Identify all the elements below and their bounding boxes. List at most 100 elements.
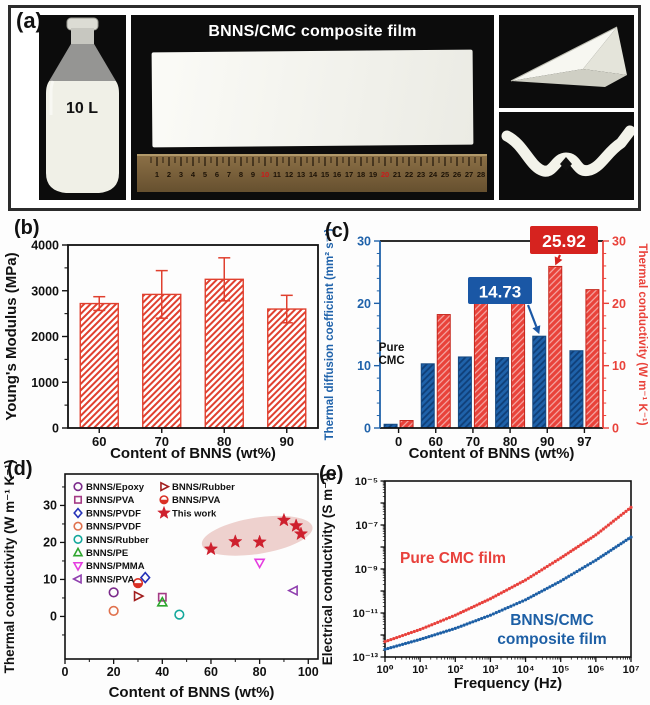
panel-e-chart: 10⁰ 10¹ 10² 10³ 10⁴ 10⁵ 10⁶ 10⁷ 10⁻¹³ 10⁻¹¹ 10⁻⁹ 10… bbox=[320, 473, 640, 692]
bar bbox=[267, 308, 307, 429]
svg-text:30: 30 bbox=[43, 498, 57, 512]
svg-text:Young's Modulus (MPa): Young's Modulus (MPa) bbox=[3, 252, 20, 420]
svg-text:80: 80 bbox=[503, 434, 517, 449]
legend: BNNS/Epoxy BNNS/PVA BNNS/PVDF BNNS/PVDF BNNS… bbox=[71, 481, 235, 585]
svg-text:10⁻⁵: 10⁻⁵ bbox=[355, 476, 378, 488]
svg-text:10⁰: 10⁰ bbox=[376, 664, 393, 676]
svg-text:10⁻⁹: 10⁻⁹ bbox=[355, 564, 378, 576]
film-caption: BNNS/CMC composite film bbox=[208, 23, 417, 40]
curve-bnns-cmc bbox=[383, 535, 633, 651]
plane-right-wing bbox=[583, 27, 627, 75]
svg-text:10: 10 bbox=[43, 572, 57, 586]
svg-text:Content of BNNS (wt%): Content of BNNS (wt%) bbox=[110, 445, 276, 462]
diffusion-bar bbox=[569, 350, 584, 429]
paper-plane-illustration bbox=[499, 15, 634, 108]
svg-text:10²: 10² bbox=[447, 664, 463, 676]
svg-text:27: 27 bbox=[465, 170, 473, 179]
svg-text:100: 100 bbox=[298, 665, 319, 679]
svg-text:14.73: 14.73 bbox=[479, 283, 522, 302]
bar bbox=[204, 278, 244, 429]
svg-text:BNNS/PVA: BNNS/PVA bbox=[86, 574, 135, 585]
svg-text:14: 14 bbox=[309, 170, 318, 179]
svg-text:Frequency (Hz): Frequency (Hz) bbox=[454, 675, 562, 692]
svg-text:9: 9 bbox=[251, 170, 255, 179]
svg-text:0: 0 bbox=[612, 422, 619, 436]
svg-text:3000: 3000 bbox=[31, 284, 59, 298]
svg-text:0: 0 bbox=[62, 665, 69, 679]
svg-text:BNNS/PMMA: BNNS/PMMA bbox=[86, 561, 145, 572]
axes: 0 0 10 10 20 20 30 30 0 60 70 80 90 97 bbox=[357, 235, 626, 450]
svg-text:5: 5 bbox=[203, 170, 207, 179]
svg-text:BNNS/PVDF: BNNS/PVDF bbox=[86, 522, 141, 533]
curve-pure-cmc bbox=[383, 505, 633, 644]
composite-film-sheet bbox=[151, 49, 474, 148]
svg-text:10⁻⁷: 10⁻⁷ bbox=[355, 520, 378, 532]
ruler-marks: 1 2 3 4 5 6 7 8 9 10 11 12 13 14 15 16 17 18 19 20 21 22 23 24 2… bbox=[150, 157, 485, 179]
svg-text:25.92: 25.92 bbox=[542, 231, 586, 251]
ruler: 1 2 3 4 5 6 7 8 9 10 11 12 13 14 15 16 17 18 19 20 21 22 23 24 2… bbox=[137, 154, 487, 192]
bottle-body bbox=[46, 44, 119, 193]
axes: 0 1000 2000 3000 4000 60 70 80 90 bbox=[31, 239, 319, 449]
svg-text:30: 30 bbox=[357, 235, 371, 249]
bottle-highlight bbox=[49, 80, 55, 115]
plane-underside bbox=[511, 69, 627, 87]
svg-text:10⁴: 10⁴ bbox=[517, 664, 535, 676]
svg-text:20: 20 bbox=[43, 535, 57, 549]
svg-text:Content of BNNS (wt%): Content of BNNS (wt%) bbox=[109, 684, 275, 701]
svg-text:Pure: Pure bbox=[379, 342, 405, 354]
panel-b-label: (b) bbox=[14, 217, 40, 239]
svg-text:10: 10 bbox=[261, 170, 269, 179]
svg-text:20: 20 bbox=[107, 665, 121, 679]
svg-text:BNNS/PVA: BNNS/PVA bbox=[172, 495, 221, 506]
svg-text:20: 20 bbox=[381, 170, 389, 179]
knotted-film-photo bbox=[499, 112, 634, 200]
highlight-ellipse bbox=[201, 515, 313, 556]
film-photo: BNNS/CMC composite film 1 2 3 4 5 6 7 8 9 10 11 12 1… bbox=[131, 15, 494, 200]
plane-fold-line bbox=[510, 26, 618, 82]
bottle-glass-shoulder bbox=[49, 44, 116, 81]
svg-text:Thermal diffusion coefficient: Thermal diffusion coefficient (mm² s⁻¹) bbox=[324, 228, 336, 440]
svg-text:8: 8 bbox=[239, 170, 243, 179]
svg-text:Thermal conductivity (W m⁻¹ K⁻: Thermal conductivity (W m⁻¹ K⁻¹) bbox=[2, 460, 17, 674]
panel-a-label: (a) bbox=[16, 8, 43, 33]
svg-text:BNNS/PVDF: BNNS/PVDF bbox=[86, 508, 141, 519]
bars bbox=[383, 265, 600, 429]
svg-text:BNNS/PVA: BNNS/PVA bbox=[86, 495, 135, 506]
error-bar bbox=[218, 257, 231, 302]
knotted-film-illustration bbox=[499, 112, 634, 200]
svg-text:6: 6 bbox=[215, 170, 219, 179]
svg-text:0: 0 bbox=[50, 609, 57, 623]
bar bbox=[79, 302, 119, 429]
conductivity-bar bbox=[473, 301, 488, 429]
svg-text:0: 0 bbox=[364, 422, 371, 436]
svg-text:0: 0 bbox=[395, 434, 402, 449]
svg-text:80: 80 bbox=[217, 434, 231, 449]
diffusion-bar bbox=[495, 357, 510, 429]
svg-text:composite film: composite film bbox=[497, 631, 606, 648]
svg-text:10⁶: 10⁶ bbox=[587, 664, 604, 676]
error-bar bbox=[155, 269, 168, 319]
svg-text:4000: 4000 bbox=[31, 239, 59, 253]
svg-text:Electrical conductivity (S m⁻¹: Electrical conductivity (S m⁻¹) bbox=[320, 473, 335, 665]
svg-text:10⁵: 10⁵ bbox=[552, 664, 569, 676]
svg-text:13: 13 bbox=[297, 170, 305, 179]
svg-text:11: 11 bbox=[273, 170, 281, 179]
svg-text:60: 60 bbox=[92, 434, 106, 449]
svg-text:BNNS/Rubber: BNNS/Rubber bbox=[172, 482, 235, 493]
bars bbox=[79, 257, 307, 429]
svg-text:BNNS/Epoxy: BNNS/Epoxy bbox=[86, 482, 145, 493]
svg-text:15: 15 bbox=[321, 170, 329, 179]
svg-text:70: 70 bbox=[466, 434, 480, 449]
svg-text:10¹: 10¹ bbox=[412, 664, 428, 676]
svg-text:97: 97 bbox=[577, 434, 591, 449]
svg-text:Pure CMC film: Pure CMC film bbox=[400, 550, 506, 567]
svg-text:Thermal conductivity (W m⁻¹ K⁻: Thermal conductivity (W m⁻¹ K⁻¹) bbox=[636, 243, 648, 425]
bottle-neck bbox=[71, 28, 94, 44]
svg-text:10: 10 bbox=[612, 359, 626, 373]
conductivity-bar bbox=[585, 289, 600, 429]
svg-text:22: 22 bbox=[405, 170, 413, 179]
svg-text:12: 12 bbox=[285, 170, 293, 179]
